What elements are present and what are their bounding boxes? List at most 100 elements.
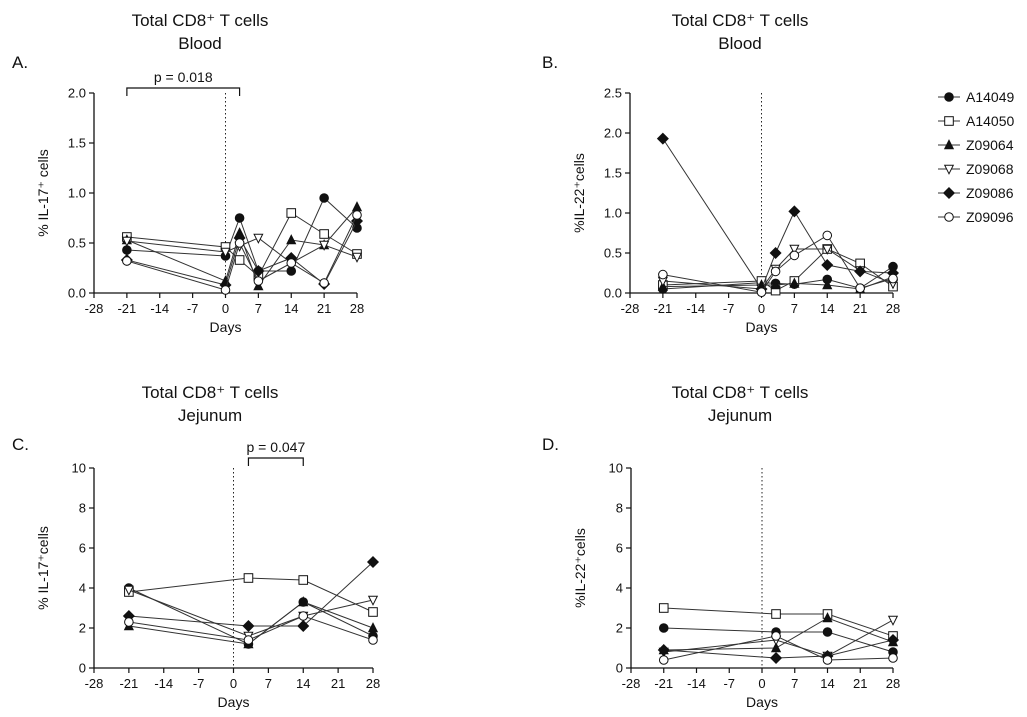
y-tick-label: 2.5 xyxy=(604,86,622,101)
series-line xyxy=(663,639,894,659)
data-point xyxy=(789,244,800,255)
series-line xyxy=(128,577,374,613)
x-tick-label: 0 xyxy=(758,676,765,691)
legend-marker xyxy=(943,139,955,150)
x-tick-label: -14 xyxy=(686,301,705,316)
y-tick-label: 0.0 xyxy=(604,286,622,301)
data-point xyxy=(888,273,898,284)
x-tick-label: -14 xyxy=(154,676,173,691)
x-tick-label: -28 xyxy=(85,301,104,316)
legend-marker xyxy=(944,212,954,222)
series-line xyxy=(128,601,374,645)
data-point xyxy=(286,208,297,218)
legend-label: Z09064 xyxy=(966,137,1014,153)
x-tick-label: -7 xyxy=(723,676,735,691)
x-tick-label: -7 xyxy=(193,676,205,691)
data-point xyxy=(854,265,867,278)
x-tick-label: -21 xyxy=(119,676,138,691)
x-tick-label: 28 xyxy=(366,676,380,691)
chart-panel-d: Total CD8⁺ T cells Jejunum D. 0 2 4 6 8 10 -28 -21… xyxy=(542,383,900,710)
data-point xyxy=(319,193,329,203)
y-axis-label: % IL-17⁺ cells xyxy=(35,149,51,237)
x-axis-label: Days xyxy=(746,694,778,710)
legend-label: A14049 xyxy=(966,89,1014,105)
significance-bracket xyxy=(126,87,241,96)
x-tick-label: -28 xyxy=(85,676,104,691)
series-a14050 xyxy=(124,573,378,617)
data-point xyxy=(886,633,900,647)
data-point xyxy=(298,596,309,607)
series-line xyxy=(663,627,894,653)
data-point xyxy=(658,603,669,613)
data-point xyxy=(771,631,781,641)
data-point xyxy=(770,651,783,665)
data-point xyxy=(298,575,309,585)
data-point xyxy=(234,255,245,265)
chart-subtitle: Jejunum xyxy=(178,406,242,425)
data-point xyxy=(297,619,310,633)
data-point xyxy=(770,279,781,290)
y-tick-label: 6 xyxy=(616,541,623,556)
p-value-label: p = 0.018 xyxy=(154,69,213,85)
series-z09068 xyxy=(123,585,379,642)
legend-label: Z09096 xyxy=(966,209,1014,225)
panel-label: A. xyxy=(12,53,28,72)
data-point xyxy=(658,269,668,280)
x-tick-label: 21 xyxy=(317,301,331,316)
x-tick-label: -7 xyxy=(723,301,735,316)
y-tick-label: 8 xyxy=(79,501,86,516)
data-point xyxy=(822,244,833,255)
y-tick-label: 2.0 xyxy=(68,86,86,101)
x-tick-label: -28 xyxy=(622,676,641,691)
y-tick-label: 0.0 xyxy=(68,286,86,301)
panel-label: B. xyxy=(542,53,558,72)
data-point xyxy=(367,595,379,606)
y-tick-label: 2 xyxy=(79,621,86,636)
data-point xyxy=(770,642,782,653)
x-tick-label: 7 xyxy=(265,676,272,691)
x-tick-label: -21 xyxy=(654,676,673,691)
x-tick-label: -28 xyxy=(621,301,640,316)
y-tick-label: 1.5 xyxy=(68,136,86,151)
data-point xyxy=(319,240,330,251)
x-tick-label: -21 xyxy=(117,301,136,316)
x-tick-label: 7 xyxy=(791,676,798,691)
data-point xyxy=(822,655,833,665)
data-point xyxy=(789,277,800,288)
data-point xyxy=(234,213,245,223)
x-tick-label: 28 xyxy=(886,301,900,316)
data-point xyxy=(243,635,254,645)
legend-label: A14050 xyxy=(966,113,1014,129)
significance-bracket xyxy=(247,457,304,466)
data-point xyxy=(368,607,378,617)
data-point xyxy=(286,258,297,268)
data-point xyxy=(821,258,834,272)
chart-subtitle: Blood xyxy=(718,34,761,53)
data-point xyxy=(286,234,297,245)
x-tick-label: 21 xyxy=(853,301,867,316)
data-point xyxy=(788,205,801,218)
data-point xyxy=(352,210,362,220)
x-axis-label: Days xyxy=(210,319,242,335)
data-point xyxy=(351,252,363,263)
x-tick-label: -21 xyxy=(653,301,672,316)
chart-panel-c: Total CD8⁺ T cells Jejunum C. 0 2 4 6 8 10 -28 -21… xyxy=(12,383,380,710)
x-axis-label: Days xyxy=(746,319,778,335)
x-tick-label: 21 xyxy=(853,676,867,691)
x-tick-label: 7 xyxy=(255,301,262,316)
chart-title: Total CD8⁺ T cells xyxy=(142,383,279,402)
x-tick-label: 14 xyxy=(296,676,310,691)
x-tick-label: 0 xyxy=(222,301,229,316)
data-point xyxy=(822,612,833,623)
data-point xyxy=(756,287,767,298)
data-point xyxy=(253,276,264,286)
data-point xyxy=(243,573,254,583)
legend-label: Z09068 xyxy=(966,161,1014,177)
chart-panel-b: Total CD8⁺ T cells Blood B. 0.0 0.5 1.0 1.5 2.0… xyxy=(542,11,900,335)
chart-subtitle: Jejunum xyxy=(708,406,772,425)
data-point xyxy=(319,278,329,288)
y-tick-label: 0.5 xyxy=(604,246,622,261)
data-point xyxy=(770,266,781,277)
series-z09096 xyxy=(658,631,898,665)
panel-label: C. xyxy=(12,435,29,454)
